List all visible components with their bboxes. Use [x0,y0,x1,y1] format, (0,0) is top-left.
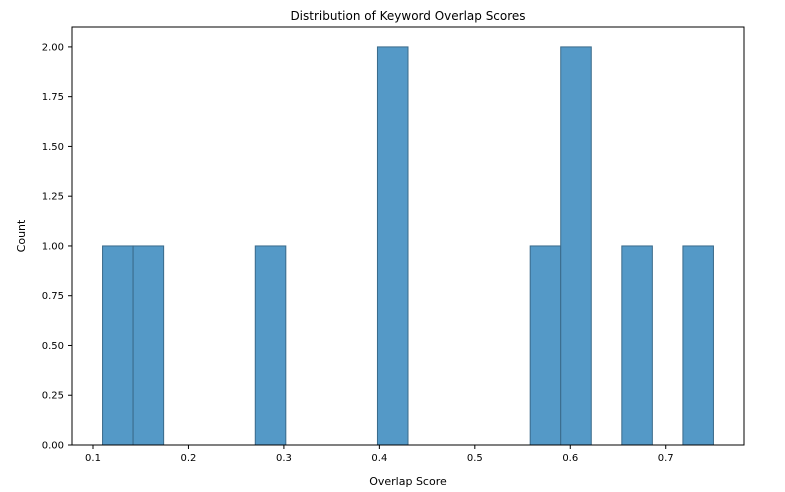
y-tick-label: 0.50 [42,341,64,352]
x-tick-label: 0.2 [181,453,197,464]
y-tick-label: 0.75 [42,291,64,302]
histogram-bar [132,245,165,446]
y-tick-label: 1.75 [42,92,64,103]
y-tick-label: 0.25 [42,391,64,402]
histogram-bar [529,245,562,446]
histogram-bar [621,245,653,446]
x-tick-label: 0.4 [371,453,387,464]
histogram-bar [254,245,287,446]
x-axis-ticks: 0.1 0.2 0.3 0.4 0.5 0.6 0.7 [85,445,674,464]
histogram-bar [682,245,714,446]
plot-frame [71,26,745,446]
y-tick-label: 0.00 [42,441,64,452]
histogram-bar [102,245,134,446]
y-tick-label: 2.00 [42,42,64,53]
y-axis-ticks: 0.00 0.25 0.50 0.75 1.00 1.25 1.50 1.75 2.00 [42,42,72,452]
y-tick-label: 1.25 [42,192,64,203]
histogram-bar [560,46,592,446]
histogram-bar [376,46,409,446]
x-tick-label: 0.6 [562,453,578,464]
y-axis-label: Count [15,219,28,252]
x-axis-label: Overlap Score [369,475,447,488]
y-tick-label: 1.00 [42,241,64,252]
chart-title: Distribution of Keyword Overlap Scores [290,9,525,23]
bars-group [102,46,714,446]
x-tick-label: 0.7 [658,453,674,464]
x-tick-label: 0.3 [276,453,292,464]
y-tick-label: 1.50 [42,142,64,153]
x-tick-label: 0.5 [467,453,483,464]
x-tick-label: 0.1 [85,453,101,464]
